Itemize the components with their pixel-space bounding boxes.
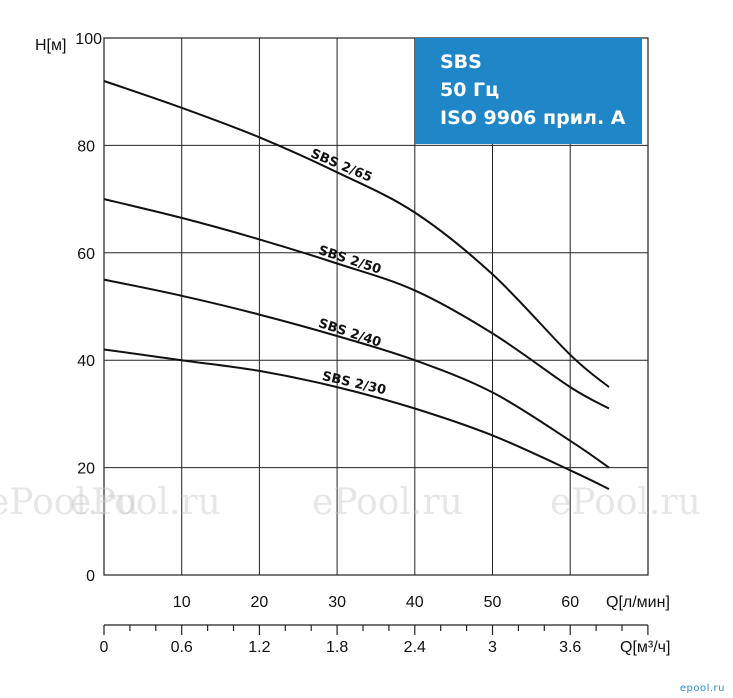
- x-tick-label: 10: [173, 594, 191, 611]
- y-tick-label: 100: [75, 31, 102, 48]
- x-tick-label: 30: [328, 594, 346, 611]
- watermark: ePool.ru: [0, 482, 139, 523]
- legend-line-frequency: 50 Гц: [440, 79, 500, 101]
- watermark: ePool.ru: [550, 482, 701, 523]
- curve-label: SBS 2/50: [316, 243, 382, 277]
- secondary-x-axis: 0 0.6 1.2 1.8 2.4 3 3.6 Q[м³/ч]: [100, 624, 670, 656]
- curve-label: SBS 2/30: [321, 369, 388, 398]
- secondary-x-tick-label: 0.6: [171, 639, 193, 656]
- secondary-x-tick-label: 1.8: [326, 639, 348, 656]
- legend-line-standard: ISO 9906 прил. A: [440, 107, 626, 129]
- secondary-x-tick-label: 1.2: [248, 639, 270, 656]
- y-axis-label: H[м]: [35, 37, 66, 54]
- y-tick-label: 40: [77, 353, 95, 370]
- y-tick-label: 80: [77, 138, 95, 155]
- legend-box: SBS 50 Гц ISO 9906 прил. A: [415, 38, 642, 144]
- x-axis-tick-labels: 10 20 30 40 50 60 Q[л/мин]: [173, 594, 670, 611]
- y-tick-label: 20: [77, 461, 95, 478]
- curve-sbs-2-40: [103, 278, 610, 469]
- curve-sbs-2-30: [103, 348, 610, 490]
- x-tick-label: 60: [561, 594, 579, 611]
- corner-logo: epool.ru: [679, 683, 725, 694]
- secondary-x-tick-label: 3: [488, 639, 497, 656]
- watermark: ePool.ru: [70, 482, 221, 523]
- x-tick-label: 40: [406, 594, 424, 611]
- secondary-x-tick-label: 2.4: [404, 639, 426, 656]
- x-tick-label: 20: [251, 594, 269, 611]
- curve-label: SBS 2/65: [308, 146, 374, 185]
- plot-frame: [103, 37, 649, 576]
- curve-sbs-2-50: [103, 198, 610, 410]
- legend-line-model: SBS: [440, 51, 482, 73]
- x-tick-label: 50: [484, 594, 502, 611]
- y-tick-label: 0: [86, 568, 95, 585]
- x-axis-label: Q[л/мин]: [606, 594, 670, 611]
- y-axis-tick-labels: 100 80 60 40 20 0 H[м]: [35, 31, 102, 585]
- secondary-x-tick-label: 0: [100, 639, 109, 656]
- secondary-x-axis-label: Q[м³/ч]: [620, 639, 670, 656]
- curve-sbs-2-65: [103, 80, 610, 388]
- y-tick-label: 60: [77, 246, 95, 263]
- secondary-x-tick-label: 3.6: [559, 639, 581, 656]
- performance-curves: [103, 80, 610, 490]
- watermark: ePool.ru: [312, 482, 463, 523]
- curve-label: SBS 2/40: [316, 316, 382, 350]
